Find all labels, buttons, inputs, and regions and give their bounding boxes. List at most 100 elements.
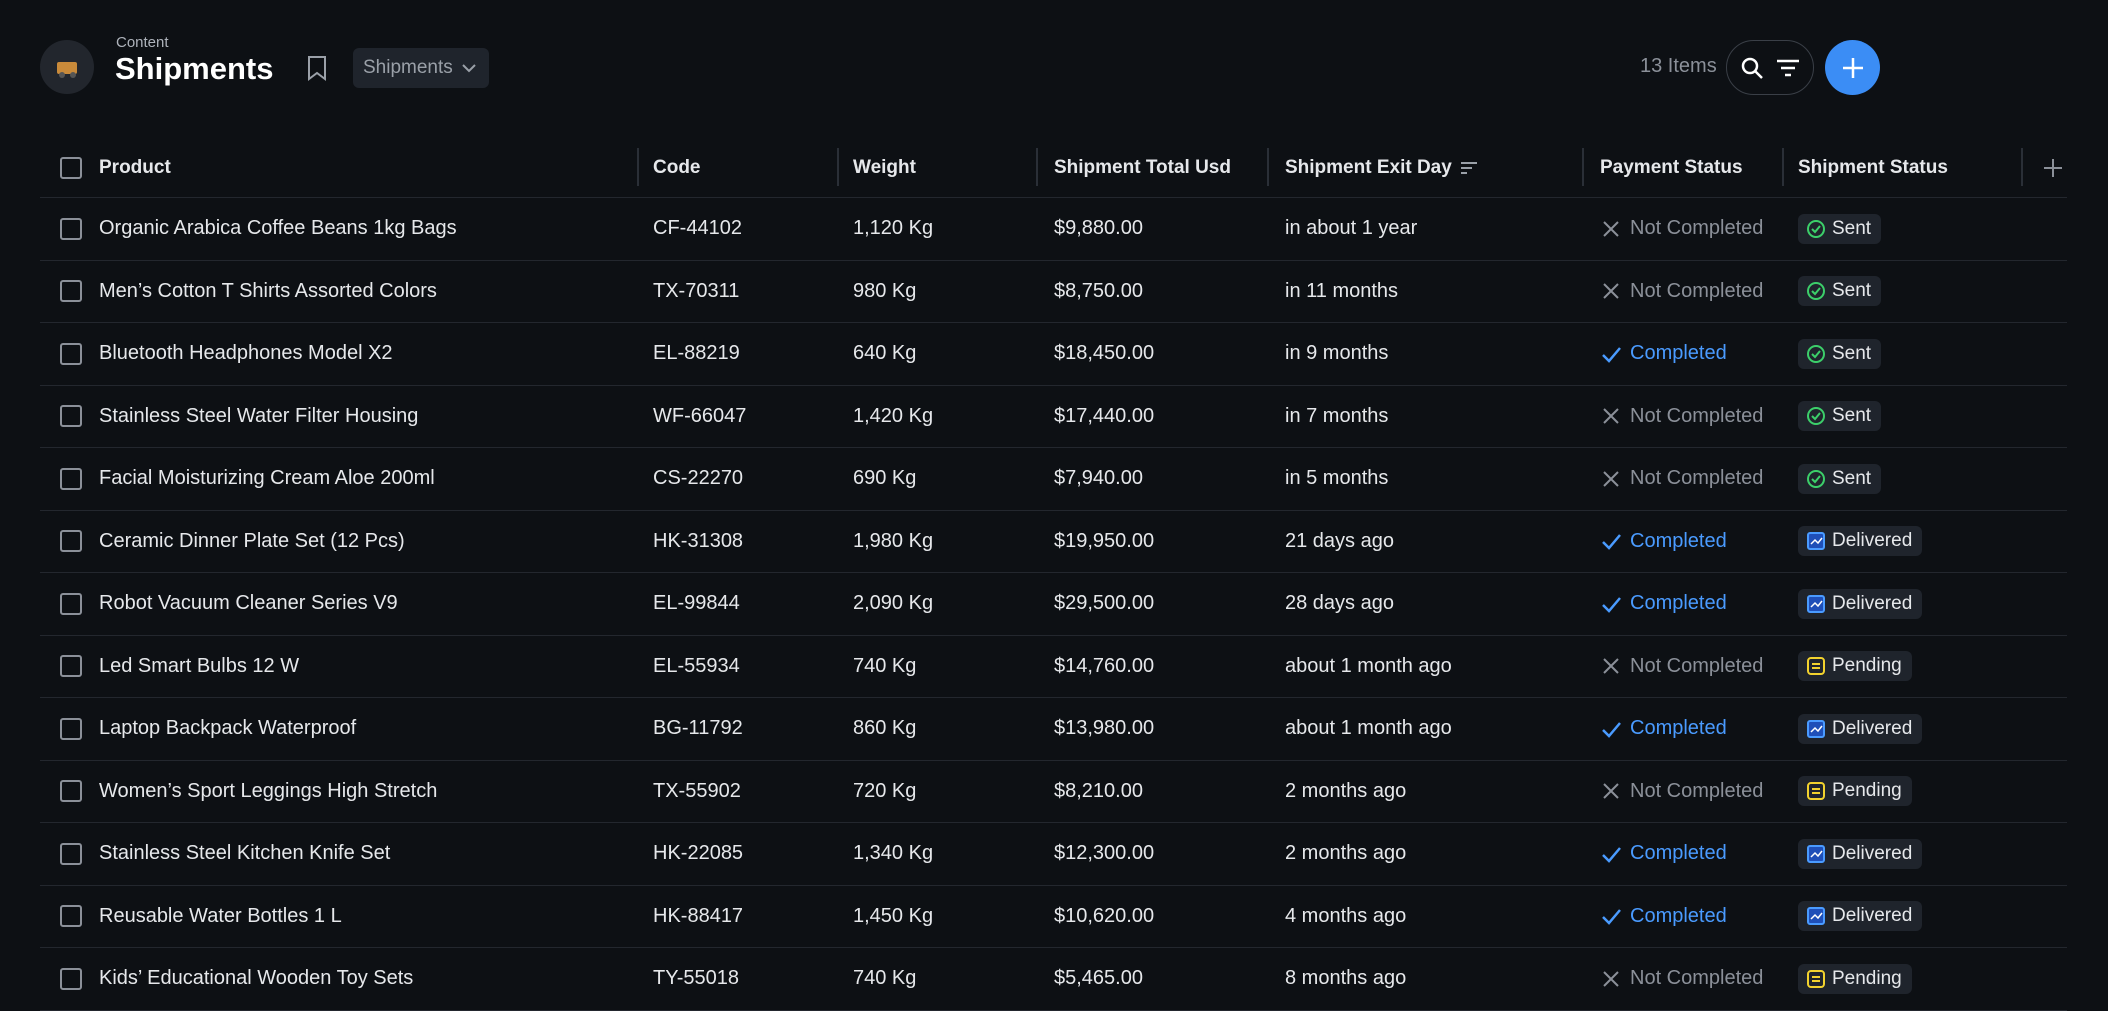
select-all[interactable] <box>60 156 82 179</box>
cell-text: Pending <box>1832 655 1902 677</box>
cell: Facial Moisturizing Cream Aloe 200ml <box>99 448 435 510</box>
cell: Sent <box>1798 261 1882 323</box>
cell: Sent <box>1798 448 1882 510</box>
row-checkbox[interactable] <box>60 780 82 803</box>
column-title: Payment Status <box>1600 156 1743 178</box>
row-checkbox[interactable] <box>60 217 82 240</box>
status-badge: Sent <box>1798 463 1882 494</box>
cell: Completed <box>1600 886 1727 948</box>
cell: Laptop Backpack Waterproof <box>99 698 356 760</box>
status-badge: Delivered <box>1798 901 1923 932</box>
cell-text: Delivered <box>1832 842 1913 864</box>
row-checkbox[interactable] <box>60 405 82 428</box>
column-header[interactable]: Product <box>99 138 171 197</box>
row-checkbox[interactable] <box>60 655 82 678</box>
column-header[interactable]: Code <box>653 138 701 197</box>
cell: 1,120 Kg <box>853 198 933 260</box>
cell-text: $5,465.00 <box>1054 967 1143 990</box>
bookmark[interactable] <box>306 55 328 81</box>
cell: $8,750.00 <box>1054 261 1143 323</box>
cell-text: TX-55902 <box>653 779 741 802</box>
cell-text: CS-22270 <box>653 467 744 490</box>
cell: Women’s Sport Leggings High Stretch <box>99 761 437 823</box>
cell: Delivered <box>1798 511 1923 573</box>
status-badge: Delivered <box>1798 526 1923 557</box>
column-title: Shipment Exit Day <box>1285 156 1452 178</box>
row-checkbox[interactable] <box>60 967 82 990</box>
cell: Not Completed <box>1600 948 1763 1010</box>
cell: Completed <box>1600 823 1727 885</box>
cell: HK-31308 <box>653 511 743 573</box>
row-checkbox[interactable] <box>60 905 82 928</box>
cell-text: $29,500.00 <box>1054 592 1155 615</box>
cell: CS-22270 <box>653 448 743 510</box>
row-checkbox[interactable] <box>60 717 82 740</box>
cell: 21 days ago <box>1285 511 1394 573</box>
cell: CF-44102 <box>653 198 742 260</box>
table-row: Facial Moisturizing Cream Aloe 200ml CS-2… <box>40 448 2067 511</box>
cell: in 7 months <box>1285 386 1388 448</box>
cell-text: HK-31308 <box>653 529 744 552</box>
row-checkbox[interactable] <box>60 592 82 615</box>
add-column[interactable] <box>2043 158 2063 178</box>
row-checkbox[interactable] <box>60 842 82 865</box>
cell-text: $8,750.00 <box>1054 279 1143 302</box>
cell: Pending <box>1798 761 1912 823</box>
view-dropdown[interactable]: Shipments <box>353 48 489 88</box>
row-checkbox[interactable] <box>60 342 82 365</box>
cell-text: $9,880.00 <box>1054 217 1143 240</box>
table-row: Stainless Steel Water Filter Housing WF-6… <box>40 386 2067 448</box>
cell-text: Not Completed <box>1630 779 1764 802</box>
column-header[interactable]: Weight <box>853 138 916 197</box>
cell: Not Completed <box>1600 386 1763 448</box>
column-title: Code <box>653 156 701 178</box>
cell: 8 months ago <box>1285 948 1406 1010</box>
cell-text: 2 months ago <box>1285 842 1407 865</box>
cell: 1,980 Kg <box>853 511 933 573</box>
column-header[interactable]: Shipment Status <box>1798 138 1948 197</box>
column-header[interactable]: Shipment Total Usd <box>1054 138 1231 197</box>
cell-text: Delivered <box>1832 530 1913 552</box>
cell-text: EL-88219 <box>653 342 740 365</box>
cell: $18,450.00 <box>1054 323 1154 385</box>
sort-icon[interactable] <box>1460 161 1478 175</box>
cell-text: 980 Kg <box>853 279 917 302</box>
row-checkbox[interactable] <box>60 467 82 490</box>
cell: Not Completed <box>1600 761 1763 823</box>
cell: 740 Kg <box>853 948 916 1010</box>
status-badge: Delivered <box>1798 713 1923 744</box>
row-checkbox[interactable] <box>60 530 82 553</box>
cell-text: about 1 month ago <box>1285 654 1452 677</box>
row-checkbox[interactable] <box>60 280 82 303</box>
table-row: Men’s Cotton T Shirts Assorted Colors TX-… <box>40 261 2067 323</box>
cell-text: 4 months ago <box>1285 904 1407 927</box>
cell-text: Completed <box>1630 904 1727 927</box>
column-title: Weight <box>853 156 916 178</box>
status-badge: Pending <box>1798 651 1912 682</box>
cell: Pending <box>1798 636 1912 698</box>
cell-text: 720 Kg <box>853 779 917 802</box>
cell-text: Pending <box>1832 967 1902 989</box>
page-title: Shipments <box>115 51 274 86</box>
cell-text: 640 Kg <box>853 342 917 365</box>
table-row: Robot Vacuum Cleaner Series V9 EL-99844 2,… <box>40 573 2067 636</box>
search-filter[interactable] <box>1726 40 1814 95</box>
cell: in 9 months <box>1285 323 1388 385</box>
column-header[interactable]: Shipment Exit Day <box>1285 138 1478 197</box>
cell-text: in 11 months <box>1285 279 1399 302</box>
add-button[interactable] <box>1825 40 1880 95</box>
cell-text: $19,950.00 <box>1054 529 1155 552</box>
cell: 2 months ago <box>1285 823 1406 885</box>
cell: 640 Kg <box>853 323 916 385</box>
cell-text: $18,450.00 <box>1054 342 1155 365</box>
cell-text: $8,210.00 <box>1054 779 1143 802</box>
column-header[interactable]: Payment Status <box>1600 138 1743 197</box>
cell: Completed <box>1600 511 1727 573</box>
column-separator <box>1267 148 1269 186</box>
status-badge: Pending <box>1798 776 1912 807</box>
cell: TX-70311 <box>653 261 739 323</box>
cell: 2 months ago <box>1285 761 1406 823</box>
cell-text: Not Completed <box>1630 279 1764 302</box>
cell: EL-55934 <box>653 636 740 698</box>
